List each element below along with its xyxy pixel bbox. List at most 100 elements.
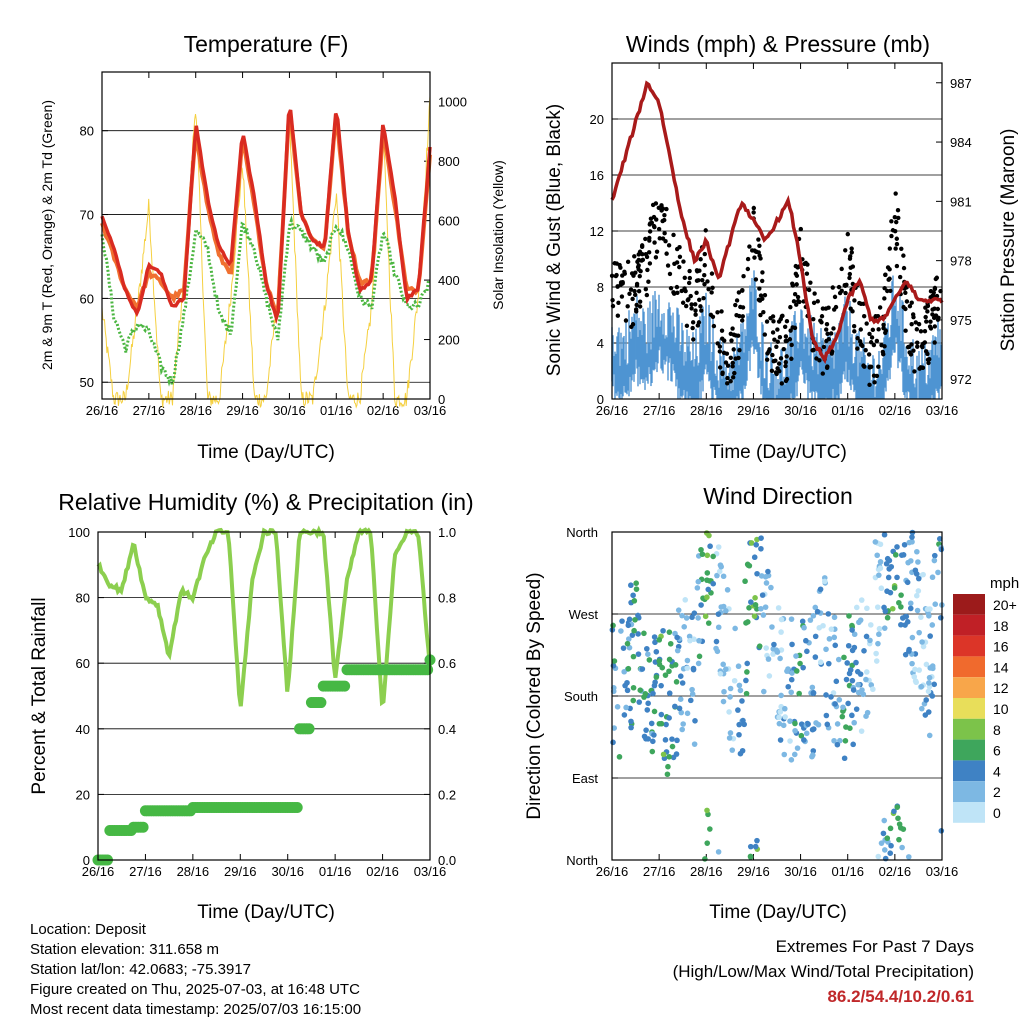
direction-point	[698, 546, 704, 553]
direction-point	[639, 666, 646, 672]
y-tick-label: 8	[597, 280, 604, 295]
gust-point	[756, 297, 762, 303]
gust-point	[931, 315, 937, 321]
gust-point	[872, 380, 877, 385]
gust-point	[858, 301, 864, 307]
gust-point	[686, 297, 691, 302]
direction-point	[628, 582, 634, 589]
gust-point	[638, 268, 643, 274]
direction-point	[707, 826, 713, 832]
direction-point	[717, 671, 724, 677]
direction-point	[631, 627, 637, 634]
x-tick-label: 01/16	[831, 864, 864, 879]
speed-legend-title: mph	[990, 575, 1019, 592]
direction-point	[656, 658, 663, 664]
gust-point	[681, 259, 686, 264]
direction-point	[679, 612, 685, 619]
gust-point	[831, 326, 836, 331]
direction-point	[777, 709, 784, 715]
y-right-tick-label: 0	[438, 392, 445, 407]
gust-point	[928, 319, 933, 324]
direction-point	[884, 835, 891, 842]
gust-point	[925, 303, 931, 309]
gust-point	[689, 302, 694, 307]
gust-point	[874, 338, 880, 344]
direction-point	[926, 732, 933, 739]
precip-point	[339, 680, 351, 692]
direction-point	[653, 648, 660, 655]
legend-label: 16	[993, 639, 1009, 655]
direction-point	[839, 713, 846, 720]
direction-point	[908, 558, 914, 564]
direction-point	[832, 701, 838, 707]
y-right-tick-label: 984	[950, 135, 972, 150]
gust-point	[839, 266, 844, 272]
direction-point	[803, 730, 810, 737]
direction-point	[689, 691, 696, 697]
x-tick-label: 02/16	[879, 864, 912, 879]
direction-point	[677, 696, 684, 702]
legend-swatch	[953, 656, 985, 678]
direction-point	[851, 631, 858, 638]
direction-point	[752, 843, 759, 850]
direction-point	[853, 659, 859, 666]
direction-point	[611, 658, 618, 664]
gust-point	[912, 369, 917, 374]
gust-point	[849, 246, 854, 251]
gust-point	[895, 207, 901, 213]
direction-point	[935, 569, 941, 576]
direction-point	[878, 840, 885, 846]
gust-point	[805, 262, 810, 267]
x-tick-label: 02/16	[367, 403, 400, 418]
direction-point	[894, 544, 900, 550]
gust-point	[632, 288, 637, 294]
legend-label: 14	[993, 659, 1009, 675]
direction-point	[810, 690, 817, 696]
direction-point	[859, 687, 865, 693]
direction-point	[636, 699, 643, 705]
gust-point	[614, 272, 619, 278]
gust-point	[903, 290, 908, 295]
gust-point	[867, 364, 873, 369]
direction-point	[927, 633, 933, 639]
direction-point	[805, 721, 811, 727]
gust-point	[625, 259, 631, 265]
gust-point	[657, 236, 662, 241]
direction-point	[669, 743, 676, 750]
direction-point	[870, 686, 876, 693]
direction-point	[704, 840, 711, 846]
direction-point	[707, 543, 713, 550]
legend-swatch	[953, 760, 985, 782]
direction-point	[692, 717, 698, 724]
direction-point	[690, 666, 697, 673]
gust-point	[705, 279, 710, 284]
direction-point	[877, 559, 884, 565]
direction-point	[705, 620, 712, 626]
gust-point	[682, 275, 687, 280]
gust-point	[896, 215, 901, 221]
direction-point	[674, 634, 680, 641]
direction-point	[929, 574, 936, 581]
gust-point	[636, 263, 641, 268]
direction-point	[673, 679, 680, 685]
legend-swatch	[953, 781, 985, 802]
gust-point	[789, 356, 794, 361]
gust-point	[914, 327, 920, 332]
direction-point	[667, 640, 674, 647]
direction-point	[758, 545, 764, 552]
gust-point	[612, 261, 617, 266]
direction-point	[611, 725, 617, 731]
y-tick-label: 80	[76, 591, 90, 606]
gust-point	[730, 364, 735, 369]
direction-point	[723, 608, 729, 614]
y-tick-label: North	[566, 525, 598, 540]
precip-point	[315, 697, 327, 709]
gust-point	[889, 219, 894, 224]
direction-point	[847, 725, 853, 731]
direction-point	[863, 633, 870, 640]
gust-point	[894, 241, 900, 247]
direction-point	[656, 720, 663, 727]
gust-point	[753, 249, 759, 254]
direction-point	[633, 580, 639, 586]
direction-point	[624, 640, 631, 647]
